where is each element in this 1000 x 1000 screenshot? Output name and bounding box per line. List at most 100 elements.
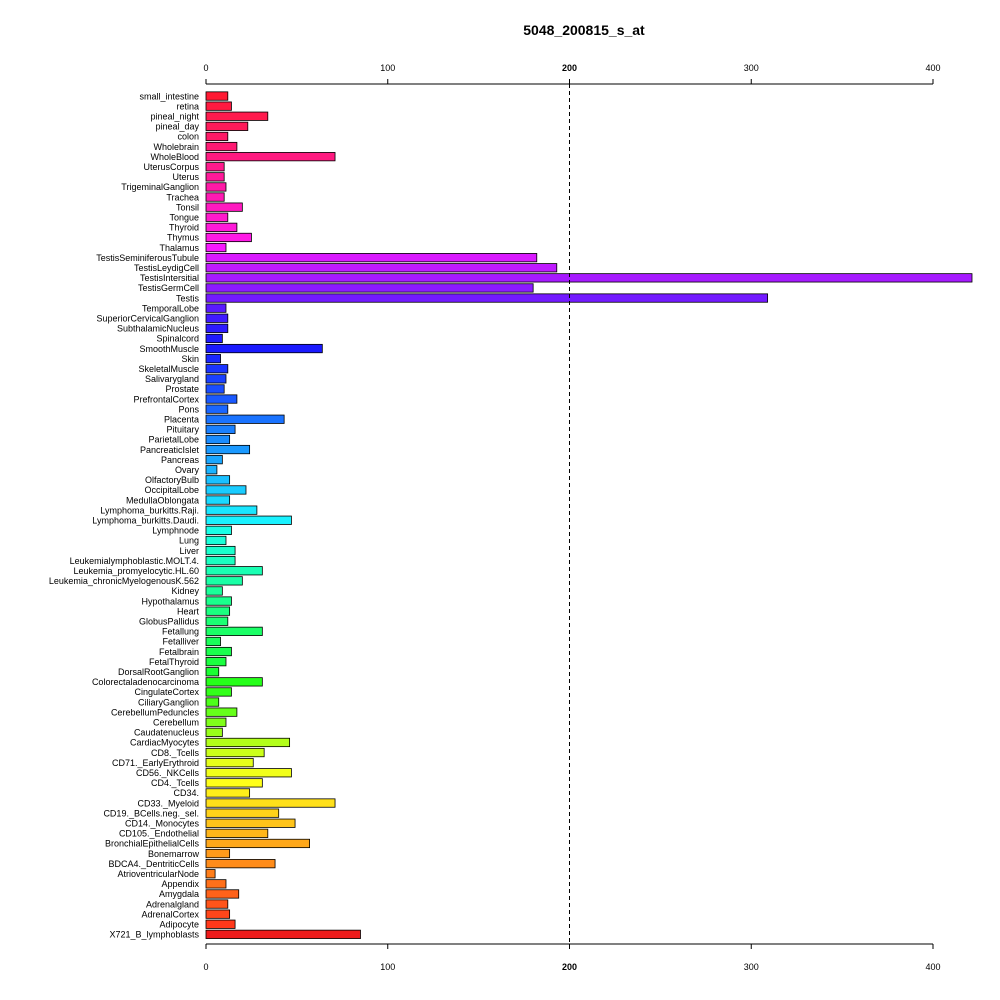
- category-label: small_intestine: [139, 91, 199, 101]
- bar-cardiacmyocytes: [205, 737, 291, 748]
- bar-smoothmuscle: [205, 343, 323, 354]
- category-label: Pons: [178, 404, 199, 414]
- bar-wholebrain: [205, 141, 238, 152]
- bar-cd71-earlyerythroid: [205, 758, 254, 768]
- category-label: Lymphoma_burkitts.Raji.: [100, 505, 199, 515]
- bar-fetalliver: [205, 636, 221, 647]
- top-tick-label: 100: [380, 63, 395, 73]
- bar-prefrontalcortex: [205, 394, 238, 404]
- bar-ovary: [205, 465, 218, 475]
- bar-pancreaticislet: [205, 444, 251, 455]
- bar-amygdala: [205, 889, 240, 899]
- bottom-tick-label: 100: [380, 962, 395, 972]
- category-label: CD14._Monocytes: [125, 818, 200, 828]
- category-label: Lymphnode: [152, 526, 199, 536]
- bottom-tick-label: 200: [562, 962, 577, 972]
- category-label: TestisSeminiferousTubule: [96, 253, 199, 263]
- bars-group: [205, 91, 973, 939]
- bar-testisgermcell: [205, 283, 534, 293]
- bar-testisseminiferoustubule: [205, 253, 538, 263]
- bar-salivarygland: [205, 374, 227, 384]
- bar-colon: [205, 131, 229, 142]
- bar-leukemialymphoblastic-molt-4: [205, 556, 236, 566]
- bar-cd34: [205, 788, 251, 798]
- category-label: CD19._BCells.neg._sel.: [103, 808, 199, 818]
- category-label: Colorectaladenocarcinoma: [92, 677, 199, 687]
- bar-pineal-day: [205, 121, 249, 131]
- category-label: pineal_day: [155, 122, 199, 132]
- bar-bdca4-dentriticcells: [205, 859, 276, 869]
- bottom-tick-label: 0: [203, 962, 208, 972]
- category-label: Lymphoma_burkitts.Daudi.: [92, 515, 199, 525]
- category-label: Leukemialymphoblastic.MOLT.4.: [70, 556, 199, 566]
- category-label: MedullaOblongata: [126, 495, 199, 505]
- bar-superiorcervicalganglion: [205, 313, 229, 323]
- bar-occipitallobe: [205, 485, 247, 495]
- bar-thyroid: [205, 222, 238, 232]
- bar-fetallung: [205, 626, 263, 636]
- bar-cerebellum: [205, 717, 227, 727]
- category-label: colon: [177, 132, 199, 142]
- bar-cd105-endothelial: [205, 828, 269, 838]
- category-label: CerebellumPeduncles: [111, 707, 200, 717]
- category-label: Liver: [179, 546, 199, 556]
- category-label: X721_B_lymphoblasts: [109, 930, 199, 940]
- category-label: CD4._Tcells: [151, 778, 200, 788]
- bar-small-intestine: [205, 91, 229, 101]
- category-label: TestisGermCell: [138, 283, 199, 293]
- bar-globuspallidus: [205, 616, 229, 626]
- category-label: BDCA4._DentriticCells: [108, 859, 199, 869]
- category-label: SuperiorCervicalGanglion: [96, 313, 199, 323]
- bar-pons: [205, 404, 229, 414]
- category-label: PancreaticIslet: [140, 445, 200, 455]
- bar-skin: [205, 354, 221, 364]
- bar-leukemia-promyelocytic-hl-60: [205, 566, 263, 576]
- category-label: FetalThyroid: [149, 657, 199, 667]
- bottom-tick-label: 400: [925, 962, 940, 972]
- category-label: CD34.: [173, 788, 199, 798]
- category-label: Thymus: [167, 233, 200, 243]
- bar-testisleydigcell: [205, 263, 558, 273]
- category-label: DorsalRootGanglion: [118, 667, 199, 677]
- bar-cerebellumpeduncles: [205, 707, 238, 717]
- category-label: CiliaryGanglion: [138, 697, 199, 707]
- bar-skeletalmuscle: [205, 364, 229, 374]
- bar-cd56-nkcells: [205, 768, 292, 778]
- bar-leukemia-chronicmyelogenousk-562: [205, 576, 243, 586]
- category-label: Thyroid: [169, 223, 199, 233]
- bar-thymus: [205, 232, 252, 243]
- category-label: ParietalLobe: [148, 435, 199, 445]
- bar-cd33-myeloid: [205, 798, 336, 808]
- category-label: Adrenalgland: [146, 899, 199, 909]
- category-label: Hypothalamus: [141, 596, 199, 606]
- bar-parietallobe: [205, 434, 231, 445]
- category-label: Leukemia_promyelocytic.HL.60: [73, 566, 199, 576]
- category-label: Adipocyte: [159, 919, 199, 929]
- category-label: Fetallung: [162, 627, 199, 637]
- category-label: BronchialEpithelialCells: [105, 839, 200, 849]
- category-label: Heart: [177, 606, 200, 616]
- category-label: UterusCorpus: [143, 162, 199, 172]
- bar-spinalcord: [205, 333, 223, 344]
- bar-prostate: [205, 384, 225, 394]
- category-label: TrigeminalGanglion: [121, 182, 199, 192]
- category-label: CD71._EarlyErythroid: [112, 758, 199, 768]
- bar-tonsil: [205, 202, 243, 212]
- bar-pancreas: [205, 455, 223, 465]
- bar-dorsalrootganglion: [205, 667, 220, 677]
- category-label: Pituitary: [166, 425, 199, 435]
- bar-wholeblood: [205, 152, 336, 162]
- category-label: Leukemia_chronicMyelogenousK.562: [49, 576, 199, 586]
- top-tick-label: 400: [925, 63, 940, 73]
- category-label: Fetalbrain: [159, 647, 199, 657]
- category-label: OlfactoryBulb: [145, 475, 199, 485]
- category-label: Wholebrain: [153, 142, 199, 152]
- bar-lymphnode: [205, 525, 232, 535]
- bar-thalamus: [205, 242, 227, 253]
- bar-colorectaladenocarcinoma: [205, 677, 263, 687]
- category-label: CardiacMyocytes: [130, 738, 200, 748]
- category-label: AtrioventricularNode: [117, 869, 199, 879]
- bar-caudatenucleus: [205, 727, 223, 737]
- bar-subthalamicnucleus: [205, 323, 229, 333]
